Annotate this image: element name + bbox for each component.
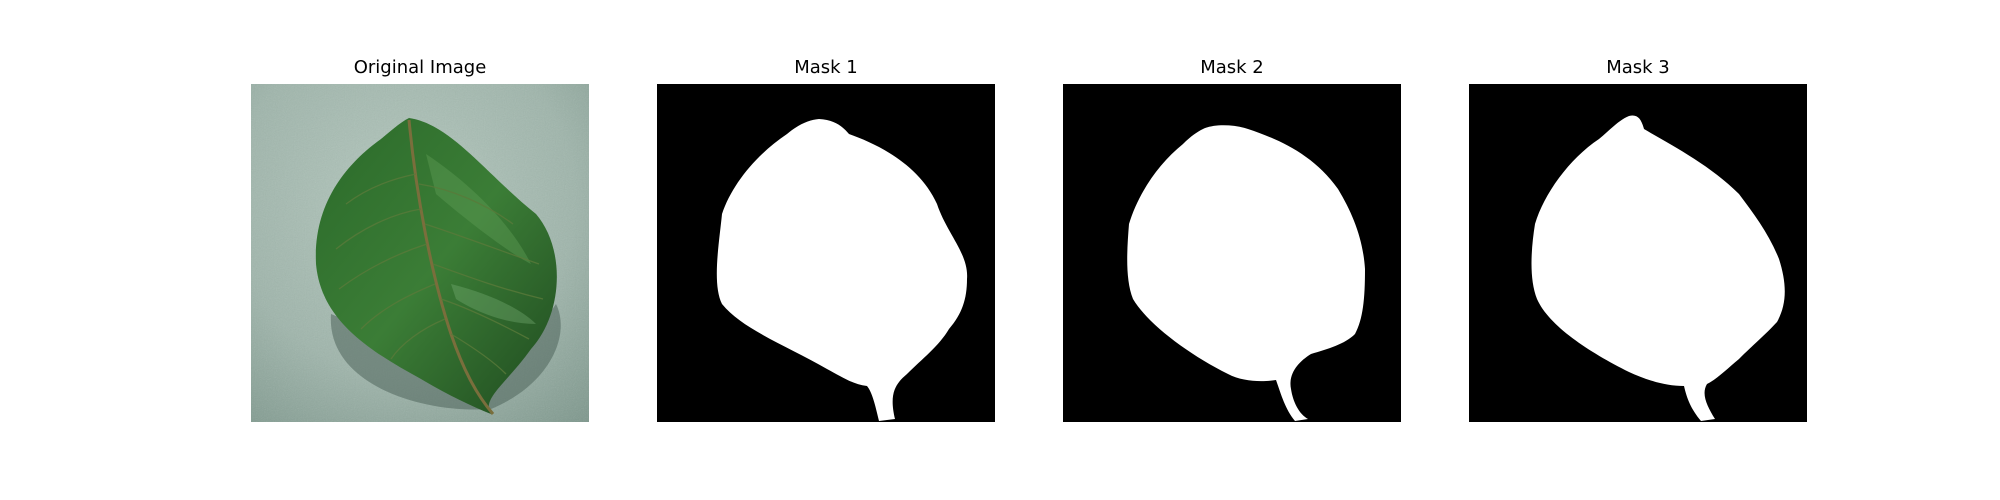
mask-1-image xyxy=(657,84,995,422)
panel-title: Mask 2 xyxy=(1200,57,1264,78)
panel-mask-3: Mask 3 xyxy=(1469,0,1807,500)
panel-title: Original Image xyxy=(353,57,487,78)
leaf-glare xyxy=(451,284,536,324)
panel-original-image: Original Image xyxy=(251,0,589,500)
panel-title: Mask 1 xyxy=(794,57,858,78)
mask-2-image xyxy=(1063,84,1401,422)
panel-mask-2: Mask 2 xyxy=(1063,0,1401,500)
panel-mask-1: Mask 1 xyxy=(657,0,995,500)
mask-leaf-region xyxy=(1127,125,1365,421)
panel-title: Mask 3 xyxy=(1606,57,1670,78)
leaf-blade xyxy=(315,118,557,414)
original-leaf-photo xyxy=(251,84,589,422)
mask-leaf-region xyxy=(716,119,968,421)
leaf-veins xyxy=(335,173,544,375)
leaf-highlight xyxy=(426,154,531,264)
mask-leaf-region xyxy=(1531,115,1785,422)
leaf-midrib xyxy=(407,119,495,415)
mask-3-image xyxy=(1469,84,1807,422)
leaf-shadow xyxy=(330,304,561,410)
